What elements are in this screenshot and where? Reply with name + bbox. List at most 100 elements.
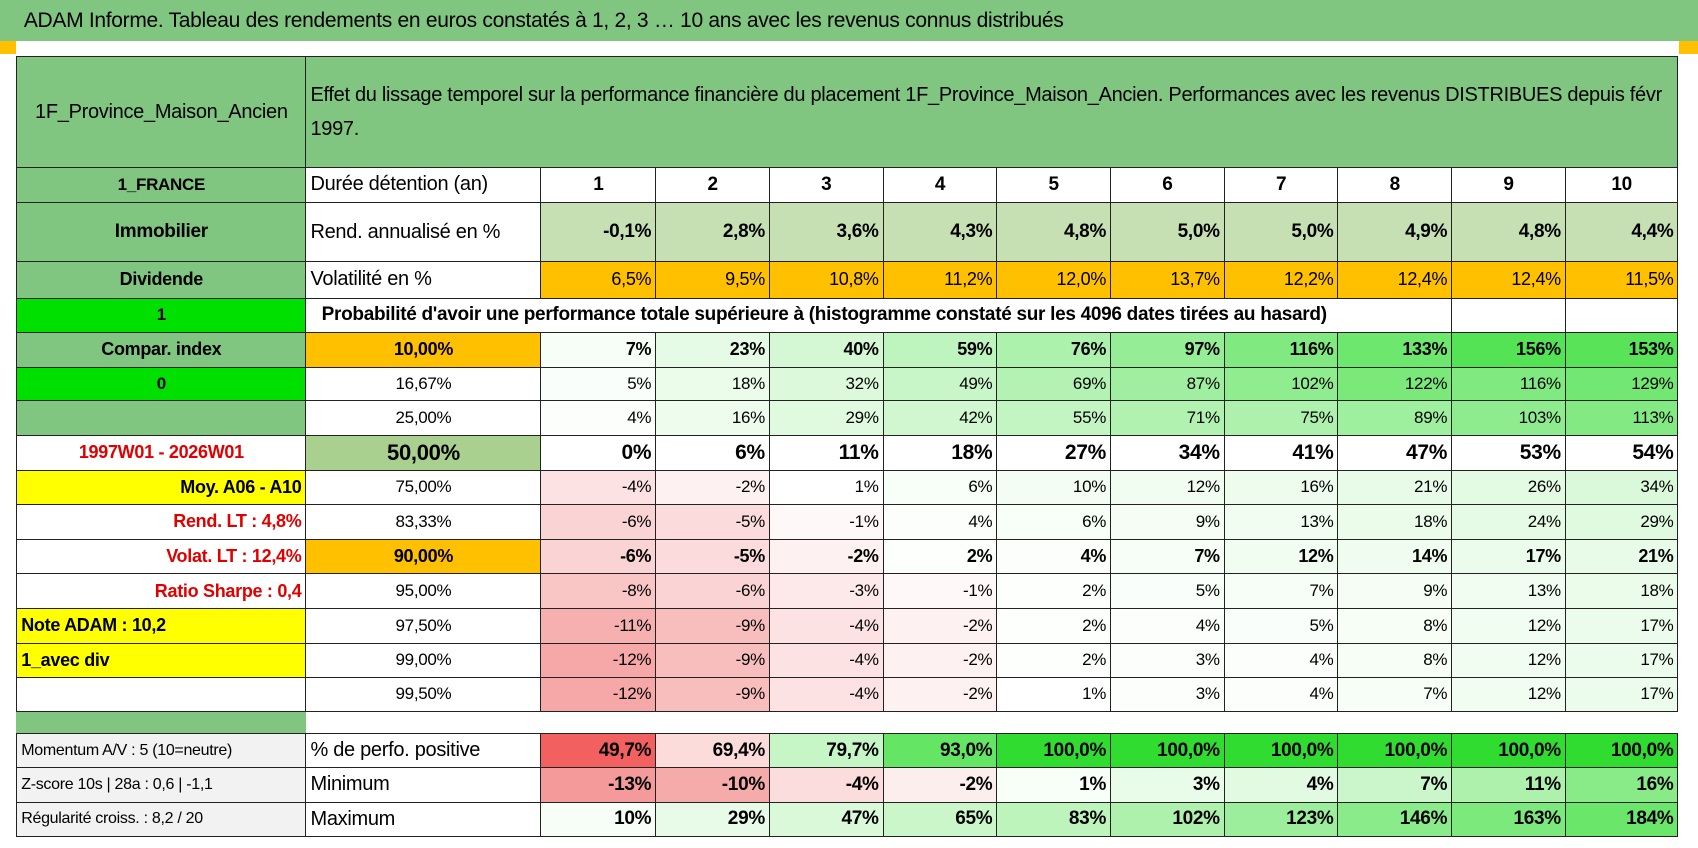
year-header: 7	[1224, 167, 1339, 204]
value-cell: 53%	[1452, 435, 1566, 471]
value-cell: 10%	[997, 470, 1112, 506]
value-cell: 59%	[883, 333, 998, 368]
value-cell: 123%	[1224, 802, 1339, 838]
value-cell: 76%	[997, 333, 1112, 368]
title-bar: ADAM Informe. Tableau des rendements en …	[0, 0, 1698, 42]
value-cell: 4,3%	[883, 203, 998, 262]
value-cell: 27%	[997, 435, 1112, 471]
value-cell: -6%	[541, 539, 657, 575]
value-cell: 100,0%	[1338, 733, 1453, 768]
year-header: 1	[541, 167, 657, 204]
year-header: 6	[1111, 167, 1225, 204]
value-cell: 1%	[769, 470, 884, 506]
row-label: Rend. annualisé en %	[306, 203, 542, 262]
row-label: 99,00%	[306, 643, 542, 679]
value-cell: 47%	[769, 802, 884, 838]
section-title: Probabilité d'avoir une performance tota…	[306, 298, 1453, 334]
value-cell: -2%	[883, 767, 998, 803]
side-label: 1_avec div	[16, 643, 307, 679]
side-label	[16, 401, 307, 436]
row-label: % de perfo. positive	[306, 733, 542, 768]
value-cell: 18%	[656, 367, 770, 402]
value-cell: -1%	[883, 574, 998, 609]
value-cell: 71%	[1111, 401, 1225, 436]
value-cell: 29%	[656, 802, 770, 838]
value-cell: 129%	[1565, 367, 1679, 402]
value-cell: 7%	[1111, 539, 1225, 575]
year-header: 2	[656, 167, 770, 204]
row-label: 83,33%	[306, 505, 542, 540]
value-cell: 4%	[1224, 678, 1339, 712]
value-cell: -4%	[769, 643, 884, 679]
value-cell: 89%	[1338, 401, 1453, 436]
value-cell: 4%	[1224, 767, 1339, 803]
value-cell: -4%	[769, 678, 884, 712]
value-cell: -2%	[883, 643, 998, 679]
value-cell: 93,0%	[883, 733, 998, 768]
value-cell: 2,8%	[656, 203, 770, 262]
value-cell: 146%	[1338, 802, 1453, 838]
value-cell: 113%	[1565, 401, 1679, 436]
value-cell: -10%	[656, 767, 770, 803]
value-cell: 0%	[541, 435, 657, 471]
value-cell: 5,0%	[1224, 203, 1339, 262]
description: Effet du lissage temporel sur la perform…	[306, 56, 1679, 168]
value-cell: 17%	[1452, 539, 1566, 575]
value-cell: -2%	[883, 678, 998, 712]
value-cell: 4%	[541, 401, 657, 436]
value-cell: -13%	[541, 767, 657, 803]
value-cell: 17%	[1565, 608, 1679, 644]
value-cell: 9%	[1338, 574, 1453, 609]
value-cell: 2%	[883, 539, 998, 575]
value-cell: -6%	[656, 574, 770, 609]
value-cell: 12%	[1452, 678, 1566, 712]
value-cell: 5%	[1111, 574, 1225, 609]
value-cell: 12%	[1111, 470, 1225, 506]
side-label: Dividende	[16, 261, 307, 299]
value-cell: 34%	[1111, 435, 1225, 471]
empty-cell	[1565, 298, 1679, 334]
value-cell: 40%	[769, 333, 884, 368]
year-header: 4	[883, 167, 998, 204]
value-cell: 65%	[883, 802, 998, 838]
value-cell: 103%	[1452, 401, 1566, 436]
row-label: 97,50%	[306, 608, 542, 644]
value-cell: 24%	[1452, 505, 1566, 540]
value-cell: -5%	[656, 539, 770, 575]
row-label: Maximum	[306, 802, 542, 838]
value-cell: -9%	[656, 678, 770, 712]
value-cell: 29%	[1565, 505, 1679, 540]
value-cell: -0,1%	[541, 203, 657, 262]
value-cell: 75%	[1224, 401, 1339, 436]
marker	[1678, 41, 1698, 55]
value-cell: 6,5%	[541, 261, 657, 299]
row-label: 75,00%	[306, 470, 542, 506]
asset-name: 1F_Province_Maison_Ancien	[16, 56, 307, 168]
value-cell: 4,8%	[1452, 203, 1566, 262]
value-cell: -2%	[769, 539, 884, 575]
value-cell: 17%	[1565, 643, 1679, 679]
value-cell: 47%	[1338, 435, 1453, 471]
value-cell: 54%	[1565, 435, 1679, 471]
value-cell: 4%	[1111, 608, 1225, 644]
value-cell: 2%	[997, 608, 1112, 644]
value-cell: 13%	[1224, 505, 1339, 540]
value-cell: 9%	[1111, 505, 1225, 540]
side-label: 1	[16, 298, 307, 334]
indicator: Momentum A/V : 5 (10=neutre)	[16, 733, 307, 768]
value-cell: 156%	[1452, 333, 1566, 368]
value-cell: 14%	[1338, 539, 1453, 575]
value-cell: 1%	[997, 767, 1112, 803]
value-cell: 6%	[883, 470, 998, 506]
row-label: 16,67%	[306, 367, 542, 402]
year-header: 5	[997, 167, 1112, 204]
value-cell: 4%	[1224, 643, 1339, 679]
marker	[0, 41, 17, 55]
value-cell: 4,9%	[1338, 203, 1453, 262]
value-cell: 18%	[1338, 505, 1453, 540]
value-cell: 6%	[656, 435, 770, 471]
side-label: Note ADAM : 10,2	[16, 608, 307, 644]
empty-cell	[1452, 298, 1566, 334]
value-cell: -2%	[656, 470, 770, 506]
